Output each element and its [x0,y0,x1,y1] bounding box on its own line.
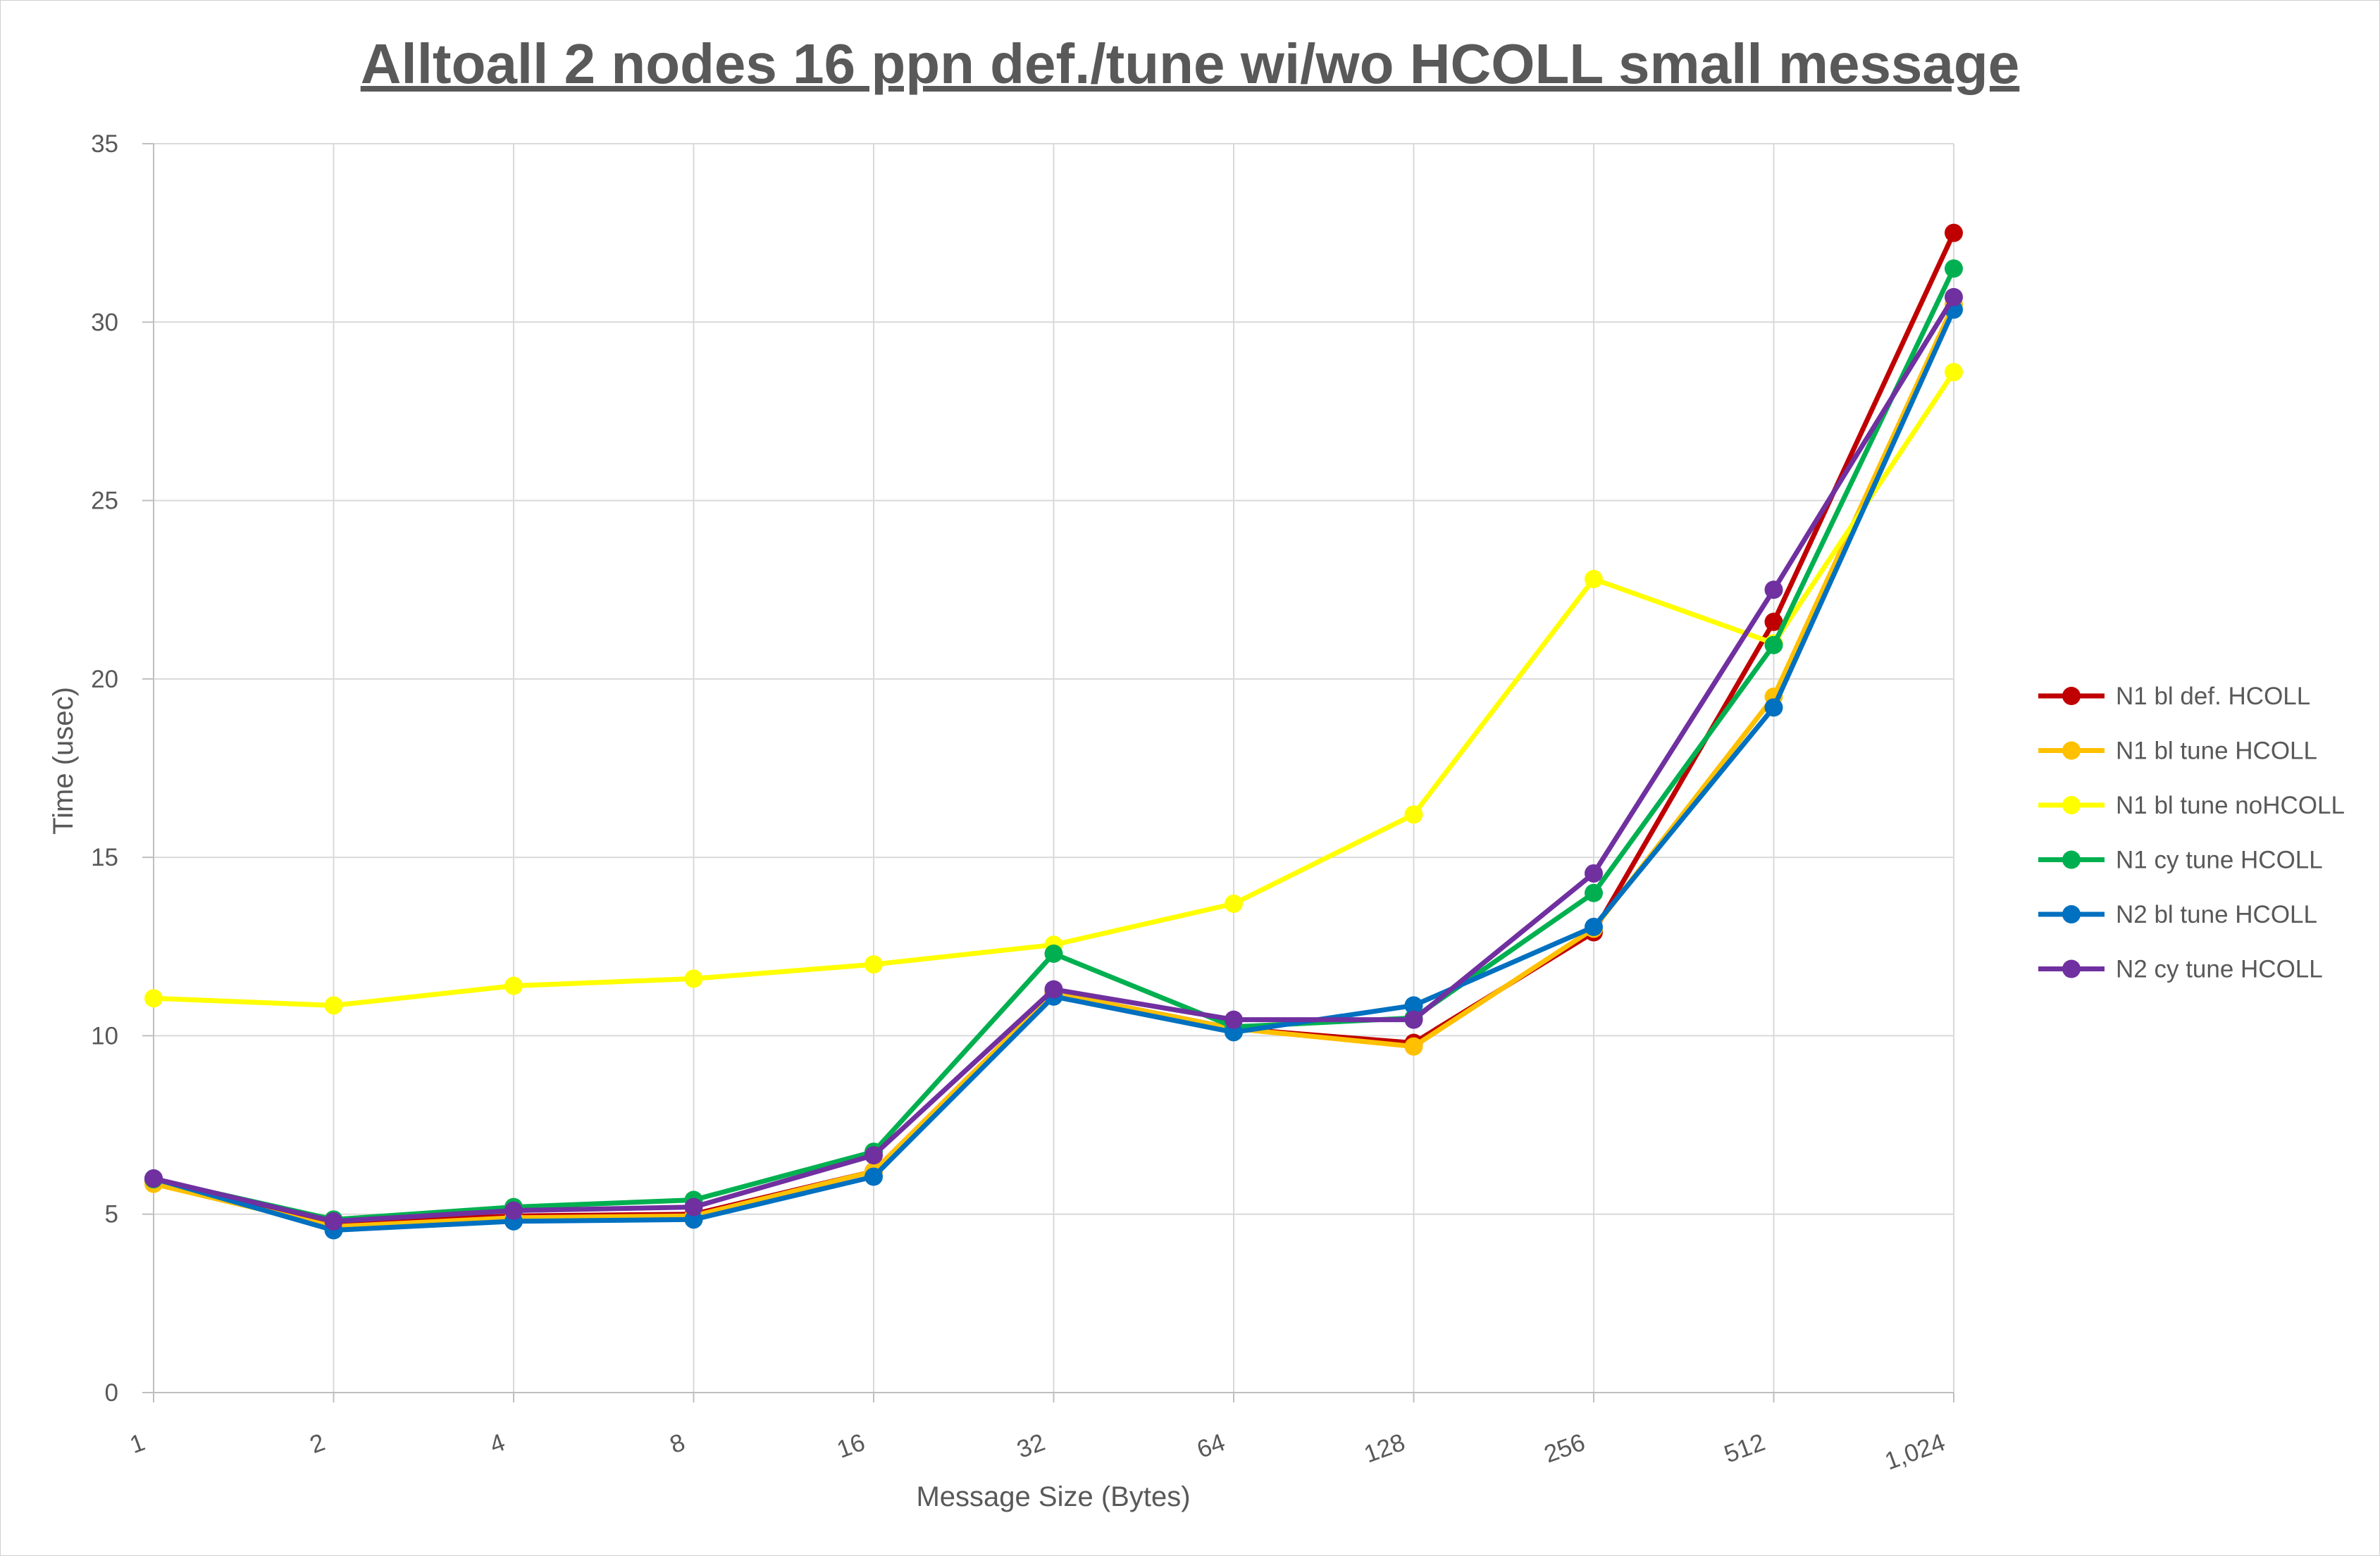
y-tick-label: 30 [91,309,118,336]
legend-label: N1 bl tune HCOLL [2116,737,2317,765]
y-tick-label: 20 [91,666,118,693]
legend-label: N1 bl tune noHCOLL [2116,792,2345,819]
data-point [504,1201,523,1220]
data-point [1764,580,1783,599]
x-tick-label: 128 [1361,1429,1408,1469]
gridlines [154,143,1954,1393]
legend-item: N2 bl tune HCOLL [2038,901,2317,928]
y-tick-label: 5 [105,1201,118,1228]
data-point [1585,883,1603,902]
legend-swatch-marker [2062,796,2081,814]
y-tick-label: 25 [91,487,118,515]
data-point [1585,917,1603,936]
x-tick-label: 1,024 [1881,1429,1949,1476]
legend-swatch-marker [2062,741,2081,760]
data-point [1764,612,1783,631]
y-tick-label: 0 [105,1379,118,1407]
data-point [1404,996,1423,1015]
x-tick-label: 8 [667,1429,689,1459]
x-axis-title: Message Size (Bytes) [916,1481,1190,1512]
data-point [1585,864,1603,883]
x-tick-label: 256 [1541,1429,1589,1469]
data-point [1404,805,1423,824]
legend-label: N1 cy tune HCOLL [2116,847,2323,874]
data-point [684,1197,703,1216]
y-tick-label: 15 [91,844,118,871]
legend-label: N2 bl tune HCOLL [2116,901,2317,928]
x-tick-label: 2 [306,1429,329,1459]
data-point [324,996,343,1015]
data-point [1225,894,1243,913]
data-point [864,955,883,974]
legend-item: N1 bl tune noHCOLL [2038,792,2345,819]
y-axis-title: Time (usec) [48,687,79,835]
data-point [1404,1010,1423,1029]
series-layer [144,223,1963,1240]
data-point [684,969,703,988]
legend-swatch-marker [2062,905,2081,923]
y-tick-label: 10 [91,1022,118,1050]
legend-swatch-marker [2062,959,2081,978]
data-point [1945,259,1963,278]
data-point [144,1169,163,1188]
data-point [1404,1037,1423,1056]
data-point [144,989,163,1008]
data-point [1764,635,1783,654]
legend-item: N2 cy tune HCOLL [2038,956,2323,983]
x-tick-label: 512 [1721,1429,1768,1469]
legend-item: N1 bl def. HCOLL [2038,683,2310,710]
series-6 [144,287,1963,1231]
legend-label: N2 cy tune HCOLL [2116,956,2323,983]
data-point [1945,287,1963,306]
x-tick-label: 32 [1013,1429,1048,1464]
legend-swatch-marker [2062,850,2081,869]
legend-swatch-marker [2062,687,2081,705]
x-tick-label: 1 [126,1429,149,1459]
data-point [1945,363,1963,382]
data-point [864,1167,883,1186]
legend-item: N1 cy tune HCOLL [2038,847,2323,874]
data-point [1044,980,1063,999]
data-point [1225,1010,1243,1029]
data-point [1764,698,1783,717]
data-point [1044,944,1063,963]
x-tick-label: 64 [1194,1429,1229,1464]
y-tick-label: 35 [91,130,118,158]
data-point [1585,570,1603,589]
legend-label: N1 bl def. HCOLL [2116,683,2310,710]
data-point [1945,223,1963,242]
data-point [504,976,523,995]
data-point [864,1146,883,1165]
data-point [324,1212,343,1231]
x-tick-label: 16 [833,1429,869,1464]
legend-item: N1 bl tune HCOLL [2038,737,2317,765]
legend: N1 bl def. HCOLL N1 bl tune HCOLL N1 bl tu… [2038,683,2345,983]
x-tick-label: 4 [486,1429,509,1459]
chart-title: Alltoall 2 nodes 16 ppn def./tune wi/wo … [361,32,2020,95]
